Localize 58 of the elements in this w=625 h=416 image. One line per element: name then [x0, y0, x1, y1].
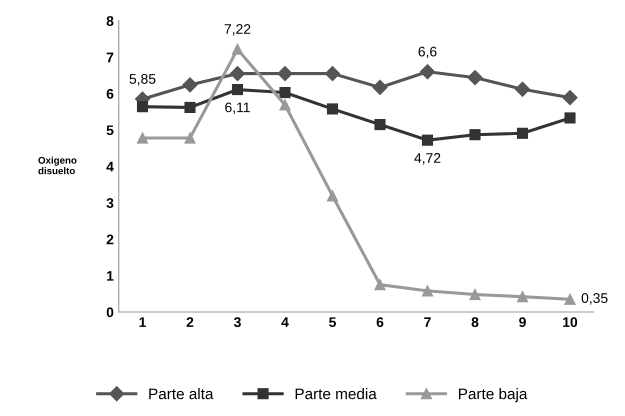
- x-tick-label: 2: [186, 317, 194, 327]
- data-label: 4,72: [414, 153, 440, 165]
- y-tick-label: 1: [107, 271, 114, 281]
- y-tick-label: 8: [106, 16, 114, 26]
- point: [324, 66, 340, 82]
- x-tick-label: 6: [376, 317, 384, 328]
- legend-label: Parte baja: [458, 388, 528, 402]
- y-axis-title: Oxigeno disuelto: [38, 156, 77, 174]
- point: [516, 291, 528, 302]
- point: [326, 190, 338, 202]
- point: [136, 101, 148, 112]
- point: [514, 82, 530, 97]
- point: [422, 134, 434, 146]
- data-label: 5,85: [130, 74, 156, 86]
- point: [469, 288, 481, 300]
- data-label: 6,11: [225, 102, 250, 114]
- data-label: 6,6: [418, 46, 437, 58]
- data-label: 0,35: [582, 293, 608, 305]
- x-tick-label: 4: [281, 317, 289, 327]
- x-tick-label: 1: [140, 317, 146, 327]
- point: [184, 102, 196, 113]
- point: [277, 66, 293, 82]
- point: [469, 129, 481, 140]
- point: [326, 103, 338, 114]
- x-tick-label: 9: [519, 317, 526, 328]
- x-tick-label: 3: [234, 317, 241, 328]
- point: [562, 90, 578, 106]
- point: [279, 99, 291, 110]
- y-tick-label: 7: [106, 52, 114, 62]
- y-tick-label: 2: [106, 234, 114, 244]
- x-tick-label: 8: [472, 317, 478, 328]
- point: [232, 84, 244, 96]
- y-tick-label: 0: [106, 307, 114, 318]
- y-tick-label: 4: [106, 162, 114, 172]
- data-label: 7,22: [224, 24, 250, 36]
- point: [374, 279, 386, 290]
- point: [184, 132, 196, 144]
- y-tick-label: 5: [106, 125, 114, 136]
- x-tick-label: 5: [329, 317, 336, 328]
- point: [232, 44, 244, 55]
- legend-label: Parte media: [296, 388, 377, 400]
- x-tick-label: 10: [563, 317, 578, 328]
- point: [230, 66, 246, 82]
- point: [564, 294, 576, 305]
- point: [516, 128, 528, 139]
- point: [136, 132, 148, 144]
- x-tick-label: 7: [424, 317, 431, 327]
- point: [422, 285, 434, 296]
- point: [182, 77, 198, 92]
- point: [374, 118, 386, 130]
- point: [564, 112, 576, 124]
- point: [279, 86, 291, 98]
- y-tick-label: 6: [106, 88, 114, 99]
- y-tick-label: 3: [106, 198, 114, 208]
- legend-label: Parte alta: [149, 388, 214, 400]
- point: [420, 64, 436, 80]
- point: [467, 70, 483, 86]
- point: [372, 80, 388, 95]
